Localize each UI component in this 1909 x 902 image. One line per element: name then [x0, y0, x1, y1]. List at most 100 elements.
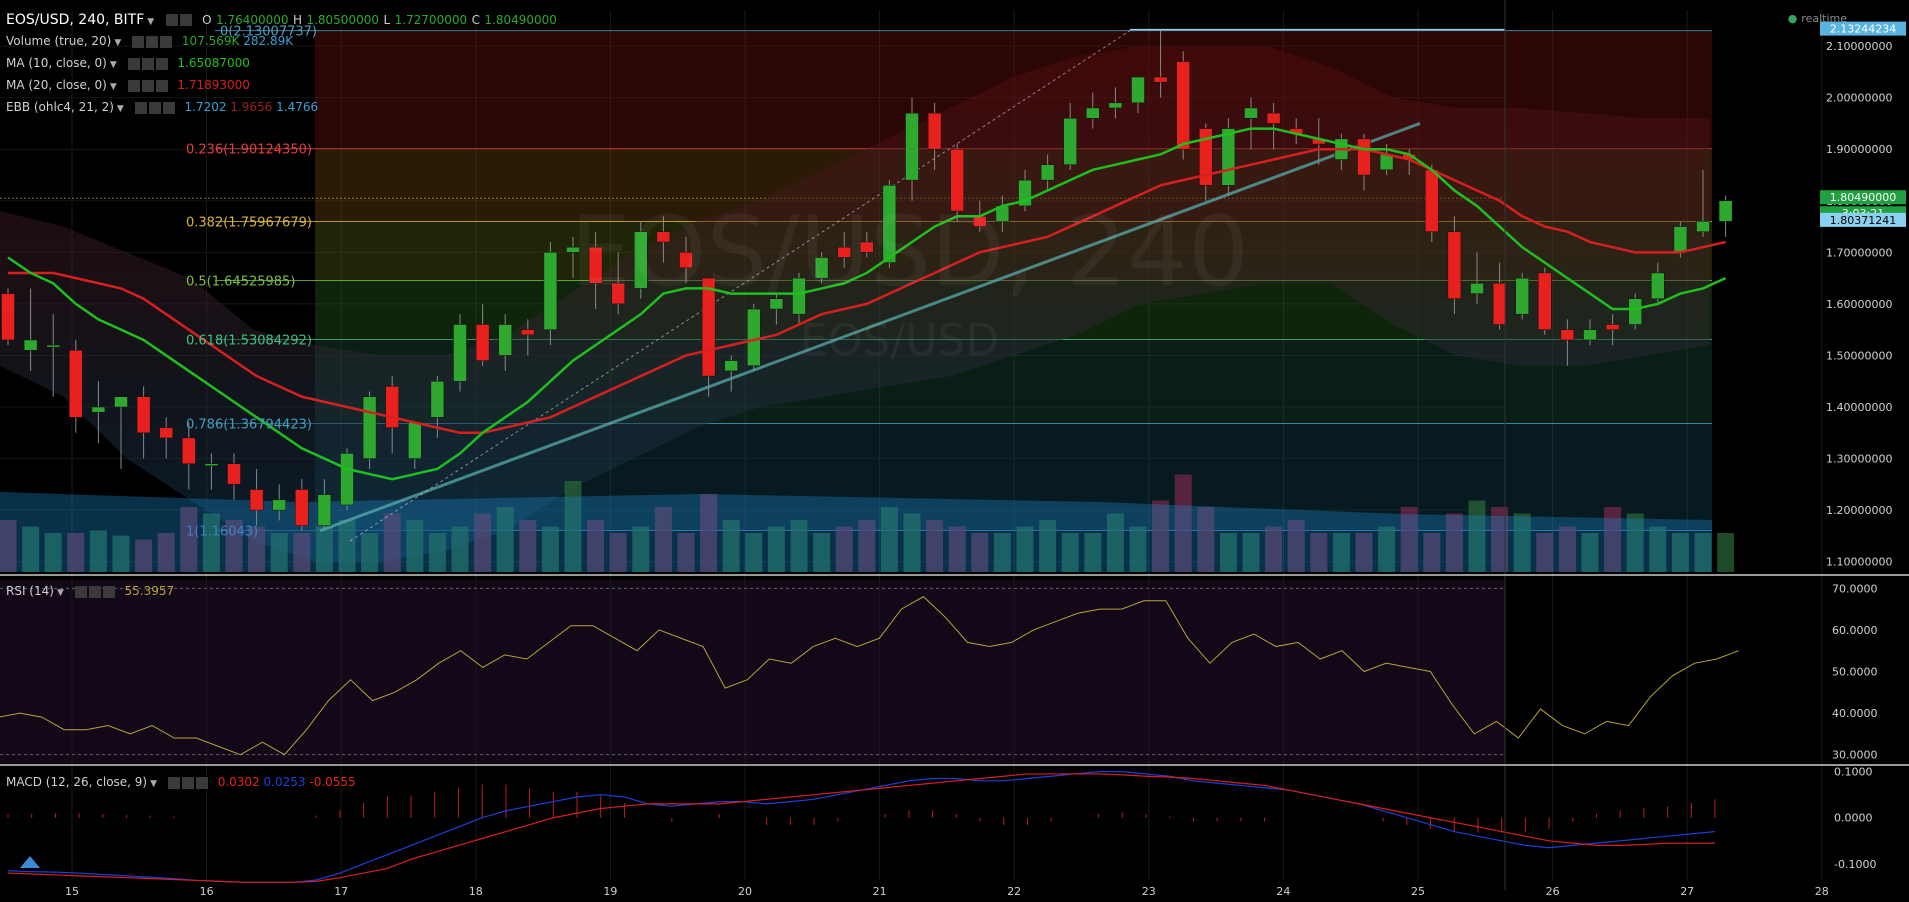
ebb-dropdown-icon[interactable]: ▼ — [116, 104, 124, 114]
rsi-tick-label: 30.0000 — [1832, 749, 1878, 762]
time-tick-label: 23 — [1142, 885, 1156, 898]
candle-body — [475, 324, 490, 361]
pane-separators[interactable] — [0, 574, 1909, 766]
candle-body — [249, 489, 264, 511]
volume-bar — [1355, 533, 1373, 572]
close-icon[interactable] — [162, 101, 175, 114]
close-icon[interactable] — [160, 35, 173, 48]
ebb-value-1: 1.7202 — [184, 100, 227, 114]
volume-bar — [474, 513, 492, 572]
macd-legend-label[interactable]: MACD (12, 26, close, 9) — [6, 775, 148, 789]
volume-bar — [383, 513, 401, 572]
moving-averages — [7, 127, 1727, 481]
volume-dropdown-icon[interactable]: ▼ — [114, 38, 122, 48]
visibility-icon[interactable] — [141, 57, 154, 70]
visibility-icon[interactable] — [141, 79, 154, 92]
close-icon[interactable] — [155, 79, 168, 92]
close-icon[interactable] — [155, 57, 168, 70]
realtime-label: realtime — [1801, 12, 1847, 25]
candle-body — [1651, 272, 1665, 299]
fib-label: 0.5(1.64525985) — [186, 275, 295, 290]
macd-dropdown-icon[interactable]: ▼ — [150, 779, 158, 789]
ma10-line — [7, 127, 1727, 481]
close-icon[interactable] — [102, 585, 115, 598]
candle-body — [91, 406, 106, 413]
volume-bar — [1513, 513, 1531, 572]
signal-line — [7, 773, 1715, 883]
candle-body — [1357, 138, 1371, 176]
visibility-icon[interactable] — [146, 35, 159, 48]
rsi-dropdown-icon[interactable]: ▼ — [56, 588, 64, 598]
macd-tick-label: 0.0000 — [1834, 812, 1873, 825]
rsi-tick-label: 60.0000 — [1832, 624, 1878, 637]
volume-legend-label[interactable]: Volume (true, 20) — [6, 34, 112, 48]
visibility-icon[interactable] — [88, 585, 101, 598]
settings-icon[interactable] — [167, 776, 180, 789]
visibility-icon[interactable] — [181, 776, 194, 789]
time-tick-label: 26 — [1546, 885, 1560, 898]
candle-body — [792, 277, 806, 315]
ma20-legend-label[interactable]: MA (20, close, 0) — [6, 78, 107, 92]
volume-bar — [1174, 474, 1192, 572]
settings-icon[interactable] — [74, 585, 87, 598]
volume-bar — [767, 526, 785, 572]
macd-pane — [7, 771, 1716, 883]
volume-bar — [1671, 533, 1689, 572]
ma10-dropdown-icon[interactable]: ▼ — [109, 60, 117, 70]
candle-body — [814, 257, 829, 279]
candle-body — [566, 246, 580, 253]
candle-body — [724, 360, 738, 372]
price-tag-bg — [1820, 212, 1906, 227]
ebb-legend-label[interactable]: EBB (ohlc4, 21, 2) — [6, 100, 114, 114]
time-tick-label: 25 — [1411, 885, 1425, 898]
ma20-dropdown-icon[interactable]: ▼ — [109, 82, 117, 92]
watermark-title: EOS/USD, 240 — [570, 196, 1249, 308]
ebb-value-3: 1.4766 — [276, 100, 319, 114]
candle-body — [1605, 324, 1620, 330]
volume-bar — [609, 533, 627, 572]
candle-body — [385, 386, 399, 428]
ma10-legend-label[interactable]: MA (10, close, 0) — [6, 56, 107, 70]
volume-bar — [1016, 526, 1034, 572]
candle-body — [1379, 154, 1394, 171]
volume-bar — [1129, 526, 1147, 572]
volume-bar — [180, 507, 198, 572]
volume-bar — [1604, 507, 1622, 572]
settings-icon[interactable] — [127, 79, 140, 92]
price-tick-label: 1.60000000 — [1826, 298, 1892, 311]
candle-body — [747, 308, 761, 367]
dashed-trend-line — [349, 30, 1131, 542]
trend-line — [319, 122, 1421, 533]
visibility-icon[interactable] — [179, 14, 192, 26]
ma10-tools — [127, 56, 170, 70]
candle-body — [408, 422, 422, 459]
candle-body — [521, 329, 535, 336]
price-axis[interactable]: 70.0000 60.0000 50.0000 40.0000 30.0000 0.100… — [1504, 0, 1892, 890]
candle-body — [1, 293, 15, 341]
candle-body — [1131, 76, 1145, 104]
settings-icon[interactable] — [132, 35, 145, 48]
ohlc-open-label: O — [202, 13, 212, 27]
visibility-icon[interactable] — [148, 101, 161, 114]
volume-bar — [745, 533, 763, 572]
trend-lines[interactable] — [319, 28, 1505, 542]
close-icon[interactable] — [195, 776, 208, 789]
settings-icon[interactable] — [127, 57, 140, 70]
ebb-value-2: 1.9656 — [230, 100, 273, 114]
time-tick-label: 17 — [334, 885, 348, 898]
price-tick-label: 1.90000000 — [1826, 143, 1892, 156]
time-axis[interactable]: 15 16 17 18 19 20 21 22 23 24 25 26 27 28 — [65, 885, 1829, 898]
ma20-legend: MA (20, close, 0) ▼ 1.71893000 — [6, 78, 250, 92]
symbol-title[interactable]: EOS/USD, 240, BITF — [6, 12, 145, 28]
ohlc-open: 1.76400000 — [215, 13, 289, 27]
settings-icon[interactable] — [134, 101, 147, 114]
volume-bar — [632, 526, 650, 572]
volume-bar — [202, 513, 220, 572]
settings-icon[interactable] — [165, 14, 178, 26]
rsi-legend-label[interactable]: RSI (14) — [6, 584, 54, 598]
ebb-legend: EBB (ohlc4, 21, 2) ▼ 1.7202 1.9656 1.4766 — [6, 100, 318, 114]
symbol-dropdown-icon[interactable]: ▼ — [147, 17, 155, 27]
price-tick-label: 1.70000000 — [1826, 246, 1892, 259]
